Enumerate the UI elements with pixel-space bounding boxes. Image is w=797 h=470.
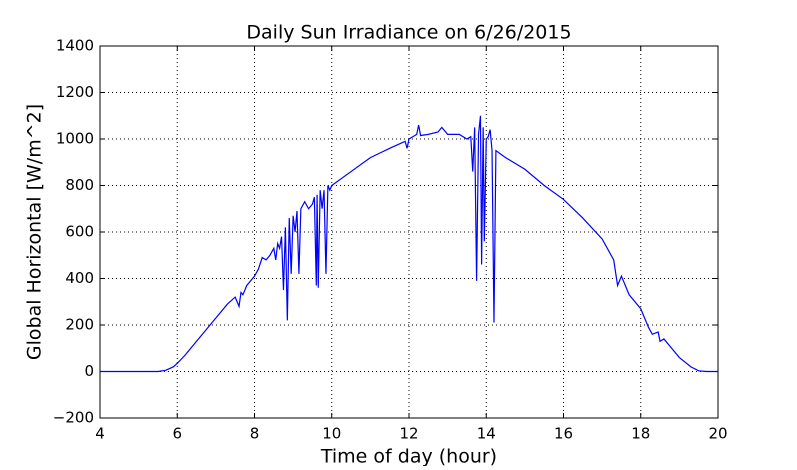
x-tick-label: 10	[322, 425, 341, 443]
y-tick-label: 1400	[56, 37, 94, 55]
x-axis-label: Time of day (hour)	[320, 446, 497, 467]
x-tick-label: 16	[554, 425, 573, 443]
x-tick-label: 4	[95, 425, 105, 443]
y-axis-label: Global Horizontal [W/m^2]	[24, 104, 46, 360]
x-tick-label: 18	[631, 425, 650, 443]
y-tick-label: 1200	[56, 83, 94, 101]
x-tick-label: 12	[399, 425, 418, 443]
y-tick-label: 200	[65, 316, 94, 334]
y-tick-label: 0	[84, 362, 94, 380]
y-tick-label: 400	[65, 269, 94, 287]
y-tick-label: 600	[65, 223, 94, 241]
line-series	[100, 115, 718, 373]
y-tick-label: −200	[53, 409, 94, 427]
x-tick-label: 20	[708, 425, 727, 443]
y-tick-label: 800	[65, 176, 94, 194]
x-tick-label: 14	[477, 425, 496, 443]
x-tick-label: 6	[172, 425, 182, 443]
plot-frame	[99, 45, 719, 419]
x-tick-label: 8	[250, 425, 260, 443]
y-tick-label: 1000	[56, 130, 94, 148]
chart-title: Daily Sun Irradiance on 6/26/2015	[246, 22, 571, 44]
